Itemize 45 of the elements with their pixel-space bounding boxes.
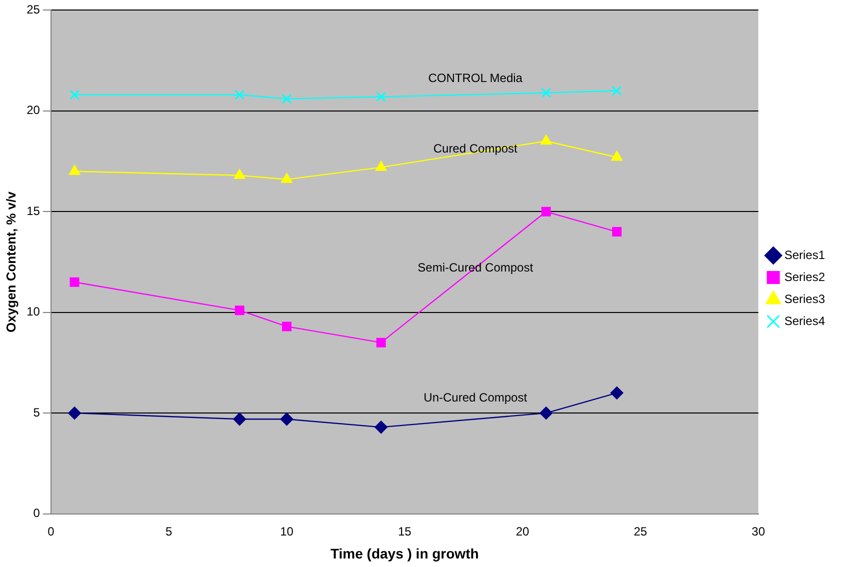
y-tick-label: 15 bbox=[26, 204, 40, 218]
point bbox=[376, 338, 386, 348]
point bbox=[611, 150, 623, 161]
x-axis-title: Time (days ) in growth bbox=[330, 545, 479, 562]
point bbox=[610, 386, 624, 400]
point bbox=[612, 86, 622, 96]
point bbox=[374, 420, 388, 434]
x-tick-label: 5 bbox=[166, 524, 172, 538]
point bbox=[540, 406, 553, 420]
legend-label: Series2 bbox=[784, 270, 826, 284]
point bbox=[68, 164, 80, 175]
point bbox=[234, 90, 245, 100]
point bbox=[541, 206, 551, 216]
x-tick-label: 15 bbox=[398, 524, 412, 538]
point bbox=[233, 412, 246, 426]
legend-label: Series4 bbox=[784, 314, 826, 328]
point bbox=[70, 277, 80, 287]
x-tick-label: 25 bbox=[634, 524, 648, 538]
y-axis-title: Oxygen Content, % v/v bbox=[3, 190, 18, 332]
x-tick-label: 0 bbox=[48, 524, 55, 538]
point bbox=[541, 88, 552, 98]
point bbox=[234, 306, 244, 316]
y-tick-label: 5 bbox=[33, 405, 40, 420]
point bbox=[540, 134, 552, 145]
y-tick-label: 10 bbox=[26, 304, 40, 319]
point bbox=[70, 90, 80, 100]
point bbox=[376, 92, 386, 102]
y-tick-label: 0 bbox=[33, 506, 40, 520]
point bbox=[68, 406, 82, 420]
point bbox=[281, 172, 292, 183]
point bbox=[282, 94, 292, 104]
legend-label: Series1 bbox=[784, 248, 826, 262]
point bbox=[612, 227, 622, 237]
annotation: CONTROL Media bbox=[428, 71, 523, 86]
legend-label: Series3 bbox=[784, 292, 826, 306]
point bbox=[282, 322, 292, 332]
point bbox=[280, 412, 294, 426]
point bbox=[375, 160, 387, 171]
x-tick-label: 20 bbox=[516, 524, 530, 538]
x-tick-label: 10 bbox=[280, 524, 294, 538]
y-tick-label: 20 bbox=[26, 103, 40, 118]
annotation: Un-Cured Compost bbox=[424, 390, 528, 404]
x-tick-label: 30 bbox=[752, 524, 766, 538]
y-tick-label: 25 bbox=[26, 2, 40, 17]
point bbox=[234, 168, 246, 179]
